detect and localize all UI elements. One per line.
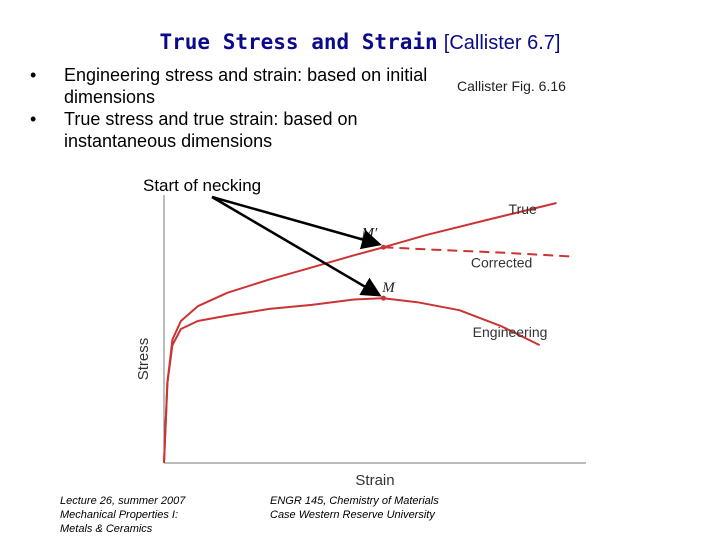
x-axis-label: Strain	[355, 472, 394, 489]
slide-title: True Stress and Strain [Callister 6.7]	[0, 28, 720, 57]
bullet-item: True stress and true strain: based on in…	[28, 108, 448, 152]
curve-label-true: True	[509, 201, 537, 217]
necking-arrow	[211, 195, 382, 297]
footer-line: ENGR 145, Chemistry of Materials	[270, 495, 439, 507]
footer-course-info: Lecture 26, summer 2007 Mechanical Prope…	[60, 494, 185, 536]
footer-line: Case Western Reserve University	[270, 509, 435, 521]
series-line-true	[163, 202, 557, 464]
point-marker	[380, 295, 386, 301]
footer-institution: ENGR 145, Chemistry of Materials Case We…	[270, 494, 439, 522]
series-line-corrected	[383, 246, 574, 258]
footer-line: Metals & Ceramics	[60, 523, 153, 535]
bullet-list: Engineering stress and strain: based on …	[28, 64, 448, 152]
title-main: True Stress and Strain	[159, 30, 438, 54]
curve-label-corrected: Corrected	[471, 254, 532, 270]
bullet-item: Engineering stress and strain: based on …	[28, 64, 448, 108]
point-marker	[380, 244, 386, 250]
series-line-engineering	[163, 297, 541, 464]
necking-annotation: Start of necking	[143, 176, 262, 195]
stress-strain-chart: Strain Stress True Corrected Engineering M′ M	[124, 185, 596, 495]
necking-arrow	[211, 195, 382, 250]
title-reference: [Callister 6.7]	[443, 32, 561, 54]
curve-label-engineering: Engineering	[473, 324, 548, 340]
footer-line: Mechanical Properties I:	[60, 509, 178, 521]
point-label: M	[381, 280, 396, 296]
y-axis-label: Stress	[135, 338, 152, 381]
figure-caption: Callister Fig. 6.16	[457, 78, 566, 94]
footer-line: Lecture 26, summer 2007	[60, 495, 186, 507]
